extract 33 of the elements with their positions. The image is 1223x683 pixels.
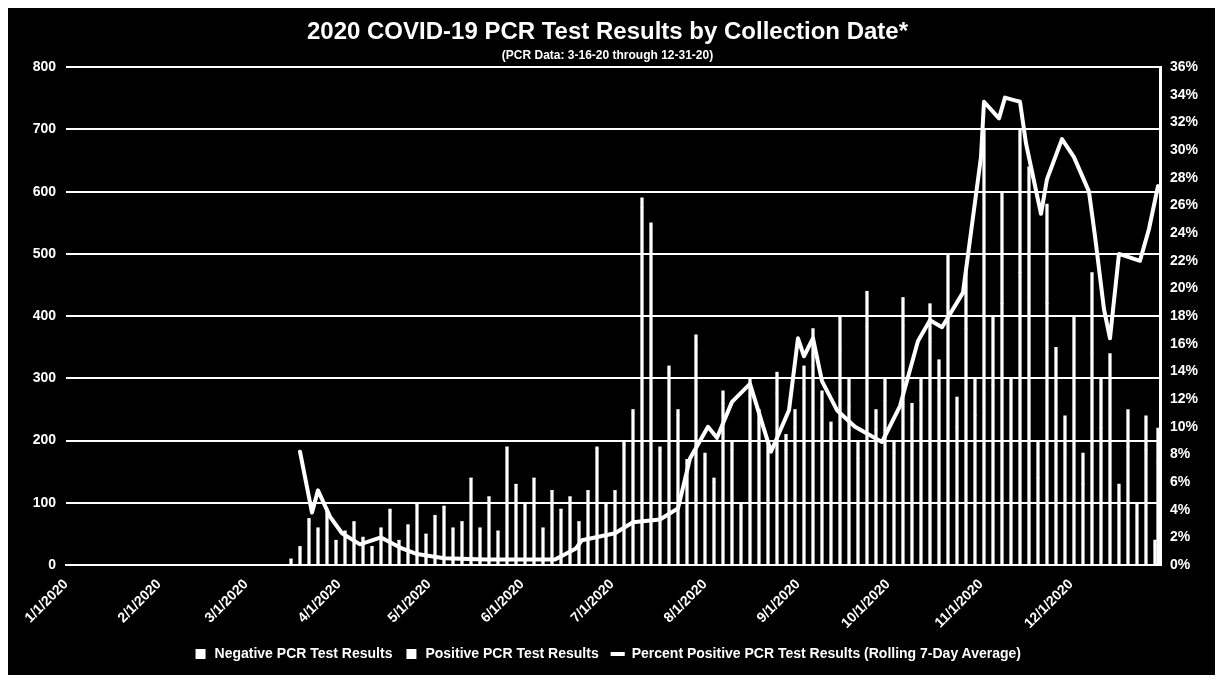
y2-tick-label: 18% <box>1169 307 1199 323</box>
y-tick-label: 700 <box>32 120 57 137</box>
y2-tick-label: 4% <box>1169 500 1191 517</box>
y-tick-label: 400 <box>32 307 57 323</box>
y2-tick-label: 12% <box>1169 389 1199 406</box>
y-tick-label: 100 <box>32 493 57 510</box>
y2-tick-label: 16% <box>1169 334 1199 351</box>
y2-tick-label: 34% <box>1169 85 1199 102</box>
chart-title: 2020 COVID-19 PCR Test Results by Collection Date* <box>306 17 909 45</box>
y-tick-label: 600 <box>32 182 57 199</box>
y2-tick-label: 20% <box>1169 279 1199 296</box>
y2-tick-label: 6% <box>1169 472 1191 489</box>
y2-tick-label: 0% <box>1169 555 1191 572</box>
y-tick-label: 200 <box>32 431 57 448</box>
y2-tick-label: 10% <box>1169 417 1199 434</box>
legend-label: Positive PCR Test Results <box>425 644 599 661</box>
y2-tick-label: 8% <box>1169 445 1191 462</box>
legend-label: Negative PCR Test Results <box>214 644 393 661</box>
y2-tick-label: 22% <box>1169 251 1199 268</box>
y2-tick-label: 26% <box>1169 196 1199 213</box>
y-tick-label: 800 <box>32 58 57 75</box>
y2-tick-label: 30% <box>1169 141 1199 158</box>
y-tick-label: 300 <box>32 369 57 386</box>
y2-tick-label: 14% <box>1169 362 1199 379</box>
y2-tick-label: 36% <box>1169 58 1199 75</box>
chart-subtitle: (PCR Data: 3-16-20 through 12-31-20) <box>501 48 714 63</box>
y-tick-label: 500 <box>32 244 57 261</box>
y2-tick-label: 2% <box>1169 528 1191 545</box>
y-tick-label: 0 <box>48 555 57 572</box>
y2-tick-label: 28% <box>1169 168 1199 185</box>
y2-tick-label: 32% <box>1169 113 1199 130</box>
legend-label: Percent Positive PCR Test Results (Rolling 7-Day Average) <box>631 644 1021 661</box>
y2-tick-label: 24% <box>1169 224 1199 241</box>
